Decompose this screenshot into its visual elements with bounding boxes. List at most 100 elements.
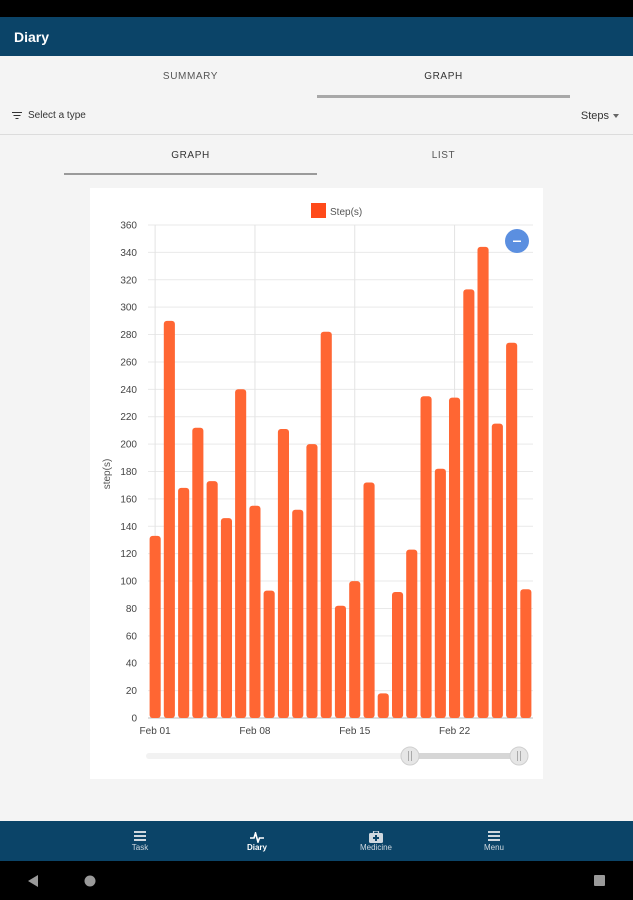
bar-feb-05[interactable] [206,481,218,718]
bar-feb-16[interactable] [363,482,375,719]
type-filter-button[interactable]: Select a type [12,110,86,121]
app-title: Diary [14,29,50,45]
y-tick-label: 340 [120,248,137,259]
bar-feb-27[interactable] [520,589,532,718]
bar-feb-13[interactable] [320,331,332,718]
y-tick-label: 20 [126,686,138,697]
type-select[interactable]: Steps [581,110,619,122]
bar-feb-03[interactable] [178,487,190,718]
home-icon[interactable] [84,875,96,887]
slider-handle-left[interactable] [400,746,420,766]
bar-feb-09[interactable] [263,590,275,718]
app-bar: Diary [0,17,633,56]
filter-row: Select a type Steps [0,100,633,132]
bar-feb-26[interactable] [506,342,518,718]
x-tick-label: Feb 01 [140,726,172,737]
bar-feb-19[interactable] [406,549,418,718]
tab-view-graph[interactable]: GRAPH [64,137,317,177]
bar-feb-04[interactable] [192,427,204,718]
y-tick-label: 120 [120,549,137,560]
menu-icon [487,830,501,841]
nav-menu[interactable]: Menu [434,821,554,861]
nav-medicine-label: Medicine [359,843,392,852]
bar-feb-23[interactable] [463,289,475,718]
y-tick-label: 180 [120,467,137,478]
tab-view-graph-label: GRAPH [171,150,210,161]
x-axis: Feb 01 Feb 08 Feb 15 Feb 22 [140,726,471,737]
tab-summary-label: SUMMARY [162,71,219,82]
y-tick-label: 200 [120,440,137,451]
list-icon [133,830,147,841]
y-axis: 0 20 40 60 80 100 120 140 160 180 200 220 240 260 280 3… [120,221,137,725]
medical-kit-icon [369,830,383,843]
bar-feb-24[interactable] [477,246,489,718]
slider-selection [410,753,520,759]
bar-feb-12[interactable] [306,444,318,718]
y-tick-label: 300 [120,303,137,314]
y-tick-label: 60 [126,631,138,642]
type-filter-label: Select a type [28,110,86,121]
filter-icon [12,111,22,120]
bar-feb-15[interactable] [349,581,361,718]
tab-summary[interactable]: SUMMARY [64,56,317,99]
x-tick-label: Feb 22 [439,726,471,737]
tab-graph-label: GRAPH [424,71,463,82]
slider-handle-right[interactable] [509,746,529,766]
bar-feb-02[interactable] [163,320,175,718]
legend-label: Step(s) [330,207,362,218]
tab-indicator [317,95,570,98]
recents-icon[interactable] [594,875,605,886]
nav-task[interactable]: Task [80,821,200,861]
nav-menu-label: Menu [483,843,504,852]
chevron-down-icon [613,114,619,118]
x-tick-label: Feb 08 [239,726,271,737]
y-tick-label: 80 [126,604,138,615]
nav-diary[interactable]: Diary [197,821,317,861]
y-tick-label: 240 [120,385,137,396]
bar-feb-07[interactable] [235,389,247,718]
nav-diary-label: Diary [246,843,267,852]
tab-view-list[interactable]: LIST [317,137,570,177]
bar-feb-18[interactable] [392,592,404,718]
y-tick-label: 360 [120,221,137,232]
top-tabs: SUMMARY GRAPH [0,56,633,99]
steps-bar-chart: 0 20 40 60 80 100 120 140 160 180 200 220 240 260 280 3… [102,203,533,766]
y-tick-label: 40 [126,659,138,670]
bar-feb-10[interactable] [277,429,289,718]
chart-card: 0 20 40 60 80 100 120 140 160 180 200 220 240 260 280 3… [90,188,543,779]
status-bar [0,0,633,17]
legend-swatch [311,203,326,218]
bar-feb-17[interactable] [377,693,389,718]
bar-feb-01[interactable] [149,535,161,718]
y-tick-label: 320 [120,275,137,286]
system-navigation-bar [0,861,633,900]
x-tick-label: Feb 15 [339,726,371,737]
y-tick-label: 0 [131,714,137,725]
bar-feb-21[interactable] [434,468,446,718]
bars [149,246,532,719]
y-tick-label: 260 [120,357,137,368]
tab-graph[interactable]: GRAPH [317,56,570,99]
bar-feb-25[interactable] [491,423,503,718]
y-tick-label: 100 [120,577,137,588]
nav-medicine[interactable]: Medicine [316,821,436,861]
bar-feb-06[interactable] [220,518,232,718]
bar-feb-11[interactable] [292,509,304,718]
y-tick-label: 160 [120,494,137,505]
range-slider[interactable] [146,746,529,766]
legend: Step(s) [311,203,362,218]
type-select-value: Steps [580,110,609,122]
bottom-navigation: Task Diary Medicine Menu [0,821,633,861]
back-icon[interactable] [28,875,38,887]
y-tick-label: 220 [120,412,137,423]
divider [0,134,633,135]
pulse-icon [250,830,264,845]
zoom-out-button[interactable] [505,229,529,253]
bar-feb-20[interactable] [420,396,432,718]
bar-feb-08[interactable] [249,505,261,718]
view-tab-indicator [64,173,317,175]
bar-feb-14[interactable] [334,605,346,718]
bar-feb-22[interactable] [449,397,461,718]
tab-view-list-label: LIST [431,150,456,161]
y-axis-label: step(s) [102,459,113,490]
